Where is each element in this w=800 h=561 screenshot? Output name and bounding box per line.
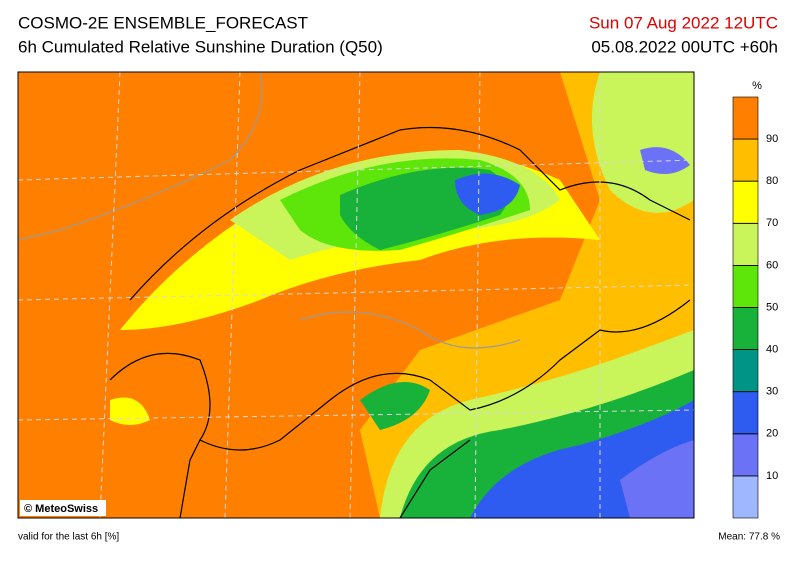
colorbar-tick-label: 70 (766, 217, 778, 229)
colorbar-tick-label: 50 (766, 301, 778, 313)
colorbar-band (732, 391, 759, 435)
run-time: 05.08.2022 00UTC +60h (591, 37, 778, 56)
copyright: © MeteoSwiss (24, 503, 98, 515)
colorbar: 10 20 30 40 50 60 70 80 90 (732, 96, 778, 519)
colorbar-band (732, 349, 759, 393)
subtitle: 6h Cumulated Relative Sunshine Duration … (18, 37, 383, 56)
map-frame (17, 71, 695, 519)
colorbar-band (732, 265, 759, 308)
colorbar-tick-label: 30 (766, 386, 778, 398)
copyright-box (20, 500, 106, 516)
colorbar-band (732, 433, 759, 477)
valid-time: Sun 07 Aug 2022 12UTC (589, 13, 778, 32)
colorbar-band (732, 180, 759, 224)
colorbar-tick-label: 10 (766, 470, 778, 482)
colorbar-band (732, 307, 759, 350)
title: COSMO-2E ENSEMBLE_FORECAST (18, 13, 308, 32)
colorbar-tick-label: 80 (766, 175, 778, 187)
colorbar-tick-label: 90 (766, 133, 778, 145)
colorbar-unit: % (752, 80, 762, 92)
map (18, 72, 694, 518)
colorbar-tick-label: 60 (766, 259, 778, 271)
colorbar-band (732, 223, 759, 266)
colorbar-tick-label: 40 (766, 344, 778, 356)
colorbar-band (732, 475, 759, 519)
footer-note: valid for the last 6h [%] (18, 532, 119, 543)
colorbar-band (732, 138, 759, 182)
colorbar-band (732, 96, 759, 140)
footer-mean: Mean: 77.8 % (718, 532, 780, 543)
colorbar-tick-label: 20 (766, 428, 778, 440)
